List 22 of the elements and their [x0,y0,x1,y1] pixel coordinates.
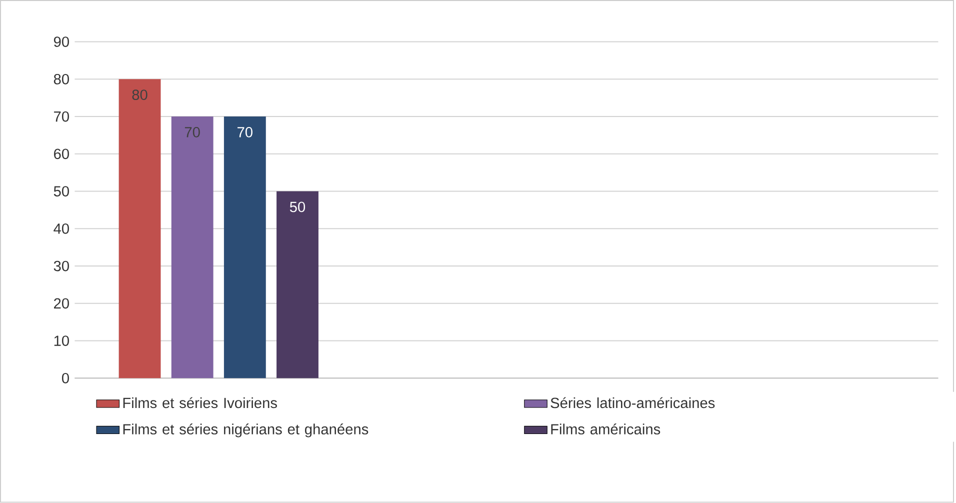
y-tick-label: 80 [54,74,69,84]
data-label: 70 [238,127,252,138]
legend-label: Films et séries Ivoiriens [123,397,277,408]
y-tick-label: 10 [54,336,69,346]
data-label: 70 [184,127,200,138]
y-tick-label: 0 [62,373,69,384]
data-label: 80 [132,90,148,100]
bar [171,116,214,378]
legend-label: Films et séries nigérians et ghanéens [123,424,368,438]
y-tick-label: 50 [54,186,69,197]
y-tick-label: 70 [54,111,69,122]
bar [276,191,318,378]
y-tick-label: 90 [54,36,69,48]
legend-label: Séries latino-américaines [550,397,715,408]
legend-label: Films américains [551,424,660,435]
y-tick-label: 60 [54,148,69,160]
data-label: 50 [290,202,306,212]
y-tick-label: 20 [54,298,69,309]
y-tick-label: 30 [54,260,69,272]
bar [224,116,266,378]
y-tick-label: 40 [54,224,69,234]
bar [118,79,161,378]
